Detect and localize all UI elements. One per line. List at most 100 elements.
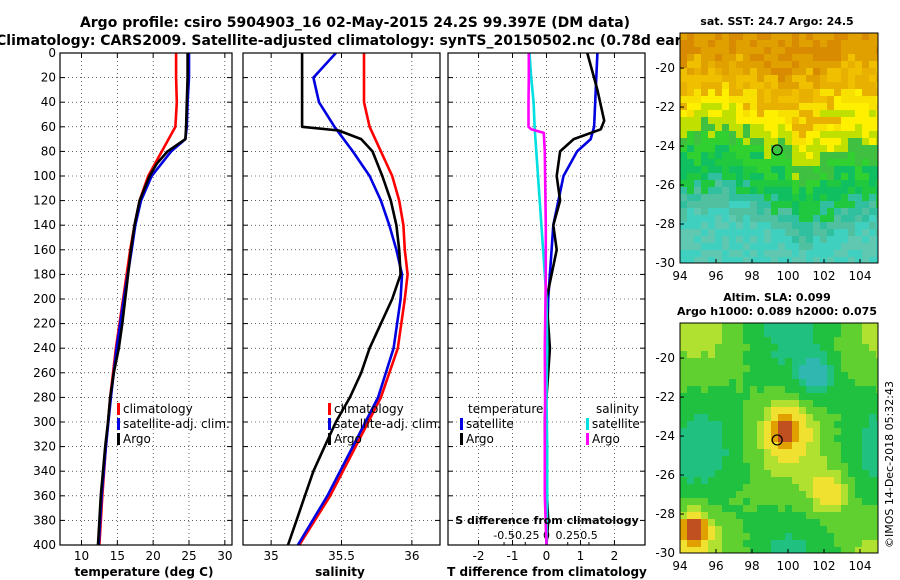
heatmap-cell <box>771 215 779 223</box>
heatmap-cell <box>750 33 758 41</box>
heatmap-cell <box>771 337 779 345</box>
heatmap-cell <box>680 124 688 132</box>
heatmap-cell <box>722 379 730 387</box>
heatmap-cell <box>827 61 835 69</box>
heatmap-cell <box>876 435 879 443</box>
heatmap-cell <box>806 124 814 132</box>
heatmap-cell <box>743 222 751 230</box>
heatmap-cell <box>848 386 856 394</box>
heatmap-cell <box>869 117 877 125</box>
heatmap-cell <box>750 463 758 471</box>
heatmap-cell <box>799 330 807 338</box>
heatmap-cell <box>806 187 814 195</box>
heatmap-cell <box>862 344 870 352</box>
heatmap-cell <box>806 323 814 331</box>
heatmap-cell <box>708 414 716 422</box>
heatmap-cell <box>757 414 765 422</box>
heatmap-cell <box>813 33 821 41</box>
heatmap-cell <box>876 131 879 139</box>
heatmap-cell <box>757 323 765 331</box>
heatmap-cell <box>729 152 737 160</box>
heatmap-cell <box>799 138 807 146</box>
heatmap-cell <box>708 323 716 331</box>
heatmap-cell <box>834 61 842 69</box>
heatmap-cell <box>862 512 870 520</box>
heatmap-cell <box>708 330 716 338</box>
heatmap-cell <box>764 533 772 541</box>
heatmap-cell <box>841 484 849 492</box>
heatmap-cell <box>729 131 737 139</box>
heatmap-cell <box>855 250 863 258</box>
heatmap-cell <box>869 533 877 541</box>
heatmap-cell <box>813 386 821 394</box>
heatmap-cell <box>701 61 709 69</box>
heatmap-cell <box>785 201 793 209</box>
heatmap-cell <box>729 96 737 104</box>
heatmap-cell <box>708 351 716 359</box>
heatmap-cell <box>785 407 793 415</box>
heatmap-cell <box>869 519 877 527</box>
heatmap-cell <box>834 533 842 541</box>
heatmap-cell <box>820 229 828 237</box>
heatmap-cell <box>813 229 821 237</box>
heatmap-cell <box>862 372 870 380</box>
heatmap-cell <box>834 337 842 345</box>
x2-tick-label: -0.25 <box>511 529 539 542</box>
heatmap-cell <box>827 33 835 41</box>
heatmap-cell <box>813 187 821 195</box>
heatmap-cell <box>785 323 793 331</box>
heatmap-cell <box>771 540 779 548</box>
heatmap-cell <box>862 470 870 478</box>
heatmap-cell <box>820 449 828 457</box>
heatmap-cell <box>722 449 730 457</box>
heatmap-cell <box>855 365 863 373</box>
heatmap-cell <box>680 407 688 415</box>
heatmap-cell <box>764 393 772 401</box>
heatmap-cell <box>848 393 856 401</box>
heatmap-cell <box>764 330 772 338</box>
heatmap-cell <box>715 229 723 237</box>
heatmap-cell <box>841 456 849 464</box>
heatmap-cell <box>869 498 877 506</box>
heatmap-cell <box>820 89 828 97</box>
heatmap-cell <box>799 180 807 188</box>
heatmap-cell <box>729 250 737 258</box>
legend-argo-label: Argo <box>123 432 151 446</box>
heatmap-cell <box>820 110 828 118</box>
map-x-tick-label: 98 <box>744 559 759 573</box>
heatmap-cell <box>680 257 688 264</box>
heatmap-cell <box>813 379 821 387</box>
heatmap-cell <box>708 201 716 209</box>
heatmap-cell <box>743 407 751 415</box>
heatmap-cell <box>820 215 828 223</box>
heatmap-cell <box>855 110 863 118</box>
heatmap-cell <box>722 400 730 408</box>
legend-argo-swatch <box>117 433 120 445</box>
heatmap-cell <box>701 96 709 104</box>
heatmap-cell <box>785 540 793 548</box>
heatmap-cell <box>792 131 800 139</box>
heatmap-cell <box>687 82 695 90</box>
heatmap-cell <box>827 54 835 62</box>
heatmap-cell <box>869 540 877 548</box>
heatmap-cell <box>820 428 828 436</box>
heatmap-cell <box>869 215 877 223</box>
heatmap-cell <box>834 414 842 422</box>
heatmap-cell <box>736 421 744 429</box>
heatmap-cell <box>785 250 793 258</box>
heatmap-cell <box>736 358 744 366</box>
heatmap-cell <box>715 379 723 387</box>
heatmap-cell <box>722 358 730 366</box>
heatmap-cell <box>680 386 688 394</box>
heatmap-cell <box>701 236 709 244</box>
heatmap-cell <box>841 519 849 527</box>
heatmap-cell <box>757 89 765 97</box>
heatmap-cell <box>750 187 758 195</box>
heatmap-cell <box>855 131 863 139</box>
heatmap-cell <box>743 372 751 380</box>
legend-satellite-label: satellite-adj. clim. <box>334 417 441 431</box>
heatmap-cell <box>771 344 779 352</box>
heatmap-cell <box>694 351 702 359</box>
heatmap-cell <box>694 344 702 352</box>
